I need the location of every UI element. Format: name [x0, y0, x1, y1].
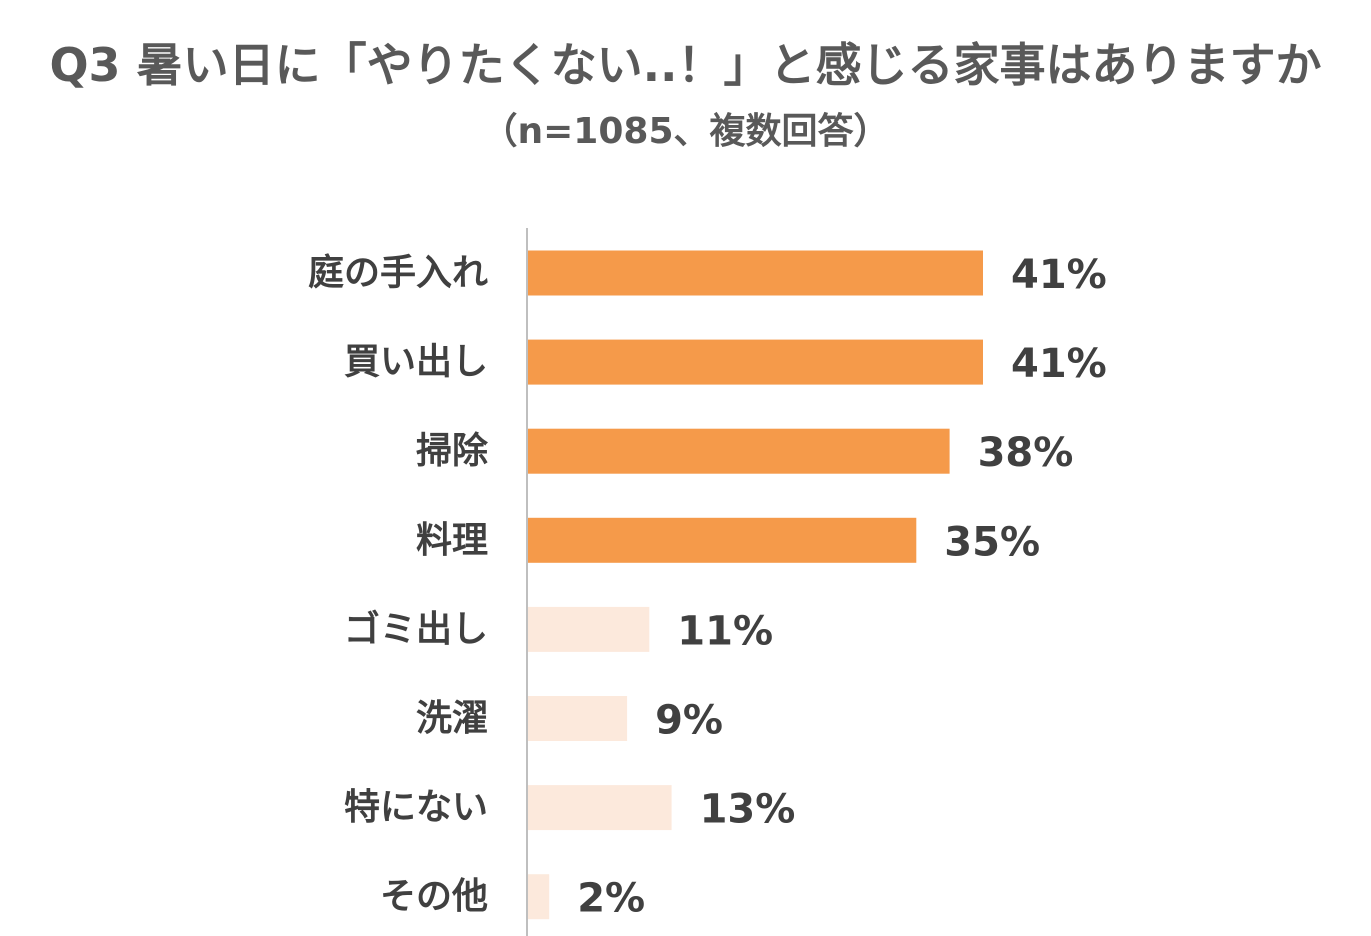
- bar-5: [527, 606, 650, 652]
- bar-1: [527, 250, 983, 296]
- bar-6: [527, 696, 628, 741]
- value-label: 35%: [944, 519, 1040, 565]
- value-label: 11%: [677, 608, 773, 654]
- category-label: 買い出し: [344, 342, 488, 383]
- value-label: 38%: [978, 430, 1074, 476]
- value-label: 2%: [577, 876, 645, 922]
- bar-7: [527, 785, 672, 831]
- category-label: 洗濯: [416, 698, 488, 739]
- category-label: その他: [380, 876, 488, 917]
- bar-2: [527, 339, 983, 385]
- value-label: 41%: [1011, 252, 1107, 298]
- value-label: 9%: [655, 698, 723, 744]
- category-label: 特にない: [344, 787, 488, 828]
- category-label: ゴミ出し: [344, 608, 488, 650]
- value-label: 13%: [700, 787, 796, 833]
- category-label: 掃除: [416, 431, 489, 472]
- bars-layer: 庭の手入れ 41% 買い出し 41% 掃除 38% 料理 35% ゴミ出し 11% 洗濯 9% 特にない…: [308, 250, 1107, 922]
- value-label: 41%: [1011, 341, 1107, 387]
- chart-subtitle: （n=1085、複数回答）: [481, 111, 890, 152]
- bar-8: [527, 874, 550, 920]
- category-label: 料理: [416, 520, 488, 561]
- bar-4: [527, 517, 917, 563]
- chart-title: Q3 暑い日に「やりたくない..！」と感じる家事はありますか: [49, 38, 1322, 92]
- bar-3: [527, 428, 950, 474]
- category-label: 庭の手入れ: [308, 253, 488, 294]
